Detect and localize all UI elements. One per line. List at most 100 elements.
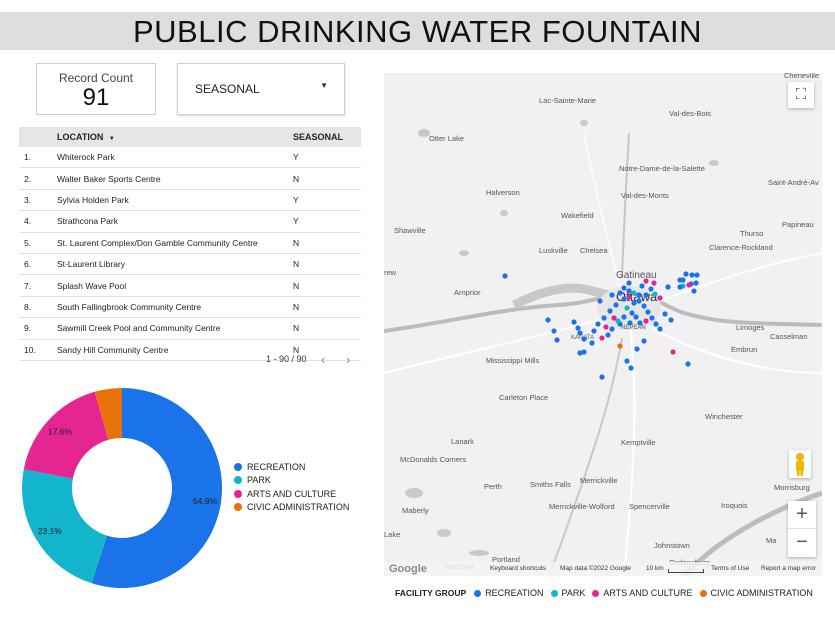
zoom-out-button[interactable]: − [796, 531, 808, 553]
map-facility-marker[interactable] [683, 271, 689, 277]
map-facility-marker[interactable] [637, 320, 643, 326]
map-facility-marker[interactable] [571, 319, 577, 325]
map-facility-marker[interactable] [595, 321, 601, 327]
map-facility-marker[interactable] [611, 315, 617, 321]
donut-slice-recreation[interactable] [91, 388, 223, 588]
map-facility-marker[interactable] [643, 278, 649, 284]
table-row[interactable]: 8. South Fallingbrook Community Centre N [19, 296, 361, 319]
map-view[interactable]: Lac-Sainte-Marie Val-des-Bois Otter Lake No… [384, 73, 822, 576]
map-facility-marker[interactable] [621, 285, 627, 291]
map-facility-marker[interactable] [662, 311, 668, 317]
map-facility-marker[interactable] [653, 321, 659, 327]
map-facility-marker[interactable] [691, 288, 697, 294]
map-facility-marker[interactable] [581, 336, 587, 342]
map-facility-marker[interactable] [629, 310, 635, 316]
map-facility-marker[interactable] [609, 326, 615, 332]
table-row[interactable]: 10. Sandy Hill Community Centre N [19, 339, 361, 361]
map-facility-marker[interactable] [689, 272, 695, 278]
map-facility-marker[interactable] [591, 328, 597, 334]
map-facility-marker[interactable] [686, 282, 692, 288]
map-facility-marker[interactable] [680, 277, 686, 283]
map-facility-marker[interactable] [636, 292, 642, 298]
map-facility-marker[interactable] [651, 280, 657, 286]
map-facility-marker[interactable] [554, 337, 560, 343]
map-facility-marker[interactable] [631, 300, 637, 306]
map-facility-marker[interactable] [609, 292, 615, 298]
map-facility-marker[interactable] [575, 325, 581, 331]
map-facility-marker[interactable] [685, 361, 691, 367]
legend-item[interactable]: PARK [234, 474, 349, 488]
map-canvas[interactable]: Lac-Sainte-Marie Val-des-Bois Otter Lake No… [384, 73, 822, 576]
table-row[interactable]: 7. Splash Wave Pool N [19, 274, 361, 297]
seasonal-column-header[interactable]: SEASONAL [293, 127, 361, 147]
map-facility-marker[interactable] [617, 290, 623, 296]
table-row[interactable]: 4. Strathcona Park Y [19, 210, 361, 233]
legend-item[interactable]: ARTS AND CULTURE [234, 487, 349, 501]
map-facility-marker[interactable] [648, 286, 654, 292]
chevron-left-icon[interactable]: ‹ [321, 352, 326, 367]
zoom-in-button[interactable]: + [788, 501, 816, 529]
map-facility-marker[interactable] [657, 295, 663, 301]
map-facility-marker[interactable] [643, 292, 649, 298]
map-facility-marker[interactable] [694, 272, 700, 278]
donut-slice-park[interactable] [21, 469, 107, 584]
map-facility-marker[interactable] [665, 284, 671, 290]
map-facility-marker[interactable] [641, 338, 647, 344]
map-legend-item[interactable]: CIVIC ADMINISTRATION [699, 588, 813, 598]
map-facility-marker[interactable] [615, 318, 621, 324]
map-legend-item[interactable]: RECREATION [474, 588, 544, 598]
map-facility-marker[interactable] [631, 290, 637, 296]
donut-slice-civic-administration[interactable] [94, 388, 122, 440]
pegman-icon[interactable] [789, 450, 811, 478]
keyboard-shortcuts-link[interactable]: Keyboard shortcuts [490, 565, 547, 572]
table-row[interactable]: 3. Sylvia Holden Park Y [19, 189, 361, 212]
table-row[interactable]: 6. St-Laurent Library N [19, 253, 361, 276]
map-facility-marker[interactable] [677, 284, 683, 290]
donut-slice-arts-and-culture[interactable] [23, 391, 109, 479]
fullscreen-icon[interactable]: ⛶ [788, 82, 814, 108]
legend-item[interactable]: RECREATION [234, 460, 349, 474]
map-facility-marker[interactable] [624, 305, 630, 311]
map-facility-marker[interactable] [626, 280, 632, 286]
map-legend-item[interactable]: ARTS AND CULTURE [592, 588, 693, 598]
map-facility-marker[interactable] [605, 332, 611, 338]
chevron-right-icon[interactable]: › [346, 352, 351, 367]
map-facility-marker[interactable] [652, 291, 658, 297]
map-facility-marker[interactable] [601, 315, 607, 321]
table-row[interactable]: 5. St. Laurent Complex/Don Gamble Communi… [19, 232, 361, 254]
map-facility-marker[interactable] [643, 318, 649, 324]
map-facility-marker[interactable] [581, 349, 587, 355]
map-facility-marker[interactable] [551, 328, 557, 334]
map-facility-marker[interactable] [577, 350, 583, 356]
map-facility-marker[interactable] [641, 303, 647, 309]
map-facility-marker[interactable] [577, 330, 583, 336]
map-legend-item[interactable]: PARK [550, 588, 585, 598]
legend-item[interactable]: CIVIC ADMINISTRATION [234, 501, 349, 515]
map-facility-marker[interactable] [639, 283, 645, 289]
table-row[interactable]: 1. Whiterock Park Y [19, 147, 361, 169]
map-facility-marker[interactable] [621, 296, 627, 302]
map-facility-marker[interactable] [627, 320, 633, 326]
map-facility-marker[interactable] [599, 335, 605, 341]
map-facility-marker[interactable] [624, 358, 630, 364]
map-facility-marker[interactable] [670, 349, 676, 355]
map-facility-marker[interactable] [628, 365, 634, 371]
map-facility-marker[interactable] [668, 317, 674, 323]
map-facility-marker[interactable] [621, 314, 627, 320]
map-facility-marker[interactable] [545, 317, 551, 323]
map-facility-marker[interactable] [617, 343, 623, 349]
map-facility-marker[interactable] [693, 280, 699, 286]
map-facility-marker[interactable] [589, 340, 595, 346]
terms-link[interactable]: Terms of Use [711, 565, 750, 572]
map-facility-marker[interactable] [502, 273, 508, 279]
map-facility-marker[interactable] [626, 294, 632, 300]
map-facility-marker[interactable] [633, 314, 639, 320]
table-row[interactable]: 2. Walter Baker Sports Centre N [19, 167, 361, 190]
map-facility-marker[interactable] [649, 315, 655, 321]
map-facility-marker[interactable] [599, 374, 605, 380]
map-facility-marker[interactable] [597, 298, 603, 304]
map-facility-marker[interactable] [626, 288, 632, 294]
map-facility-marker[interactable] [657, 326, 663, 332]
map-facility-marker[interactable] [636, 298, 642, 304]
map-facility-marker[interactable] [634, 346, 640, 352]
